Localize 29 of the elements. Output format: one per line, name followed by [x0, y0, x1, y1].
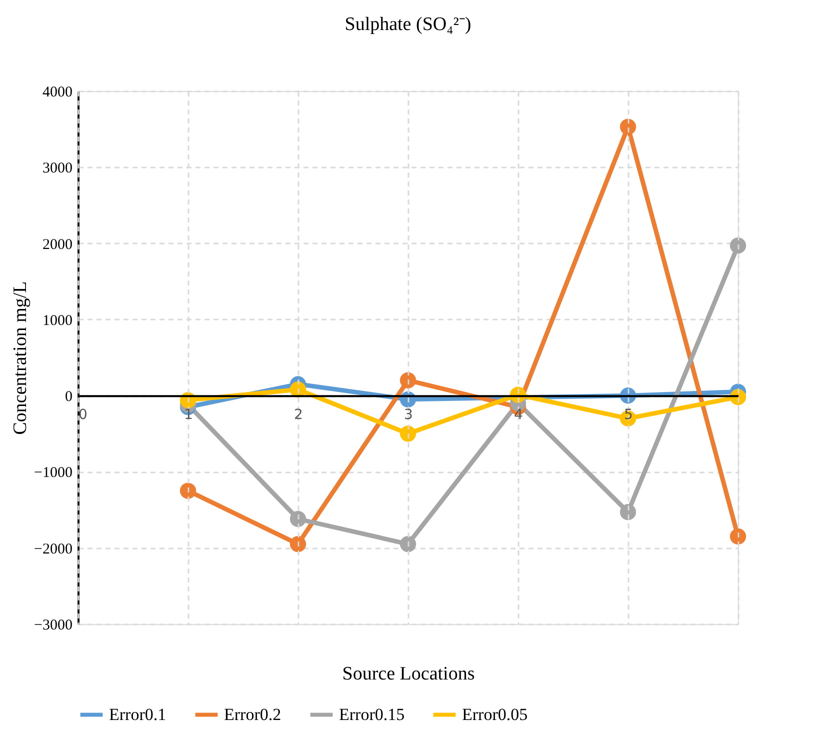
x-tick-label: 0	[78, 407, 88, 424]
point	[290, 536, 306, 552]
point	[400, 372, 416, 388]
x-tick-label: 3	[404, 407, 413, 424]
point	[180, 482, 196, 499]
x-axis-title: Source Locations	[342, 664, 475, 684]
x-tick-label: 2	[294, 407, 303, 424]
x-tick-label: 5	[624, 407, 633, 424]
legend-label: Error0.1	[109, 704, 166, 724]
y-tick-label: 1000	[42, 312, 72, 329]
y-axis-title: Concentration mg/L	[10, 281, 32, 435]
y-tick-label: −1000	[34, 465, 72, 482]
y-tick-label: −2000	[34, 541, 72, 558]
y-tick-label: 2000	[42, 236, 72, 253]
legend-label: Error0.2	[224, 704, 282, 724]
point	[730, 528, 746, 544]
legend-label: Error0.15	[339, 704, 405, 724]
point	[620, 118, 636, 135]
point	[620, 504, 636, 520]
point	[400, 536, 416, 552]
legend-label: Error0.05	[462, 704, 528, 724]
y-tick-label: −3000	[34, 618, 72, 634]
point	[730, 238, 746, 254]
y-tick-label: 3000	[42, 160, 72, 177]
y-tick-label: 0	[65, 389, 72, 406]
point	[290, 510, 306, 527]
y-tick-label: 4000	[42, 84, 72, 100]
chart-title: Sulphate (SO₄²⁻)	[344, 14, 472, 35]
point	[400, 426, 416, 442]
